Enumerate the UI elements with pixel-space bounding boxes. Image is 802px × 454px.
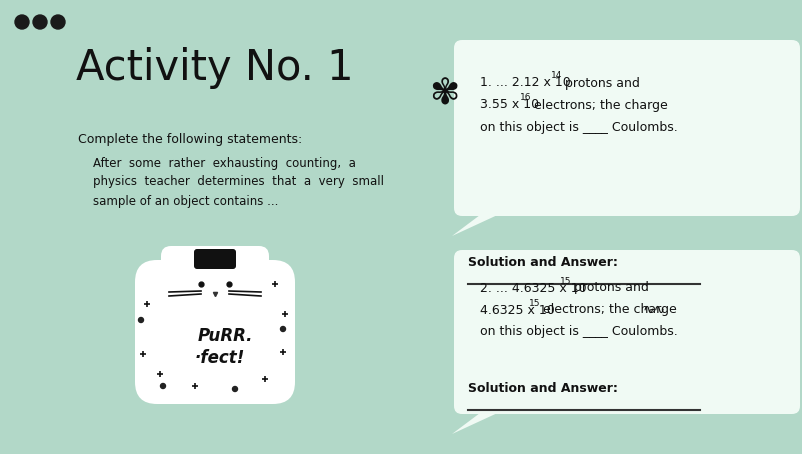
FancyBboxPatch shape: [194, 249, 236, 269]
Text: protons and: protons and: [570, 281, 650, 295]
Circle shape: [233, 386, 237, 391]
Text: 16: 16: [520, 94, 532, 103]
Circle shape: [33, 15, 47, 29]
FancyBboxPatch shape: [454, 250, 800, 414]
Text: electrons; the charge: electrons; the charge: [530, 99, 668, 112]
Text: electrons; the charge: electrons; the charge: [539, 304, 677, 316]
FancyBboxPatch shape: [454, 40, 800, 216]
Text: ✾: ✾: [429, 78, 459, 112]
Text: 14: 14: [552, 71, 563, 80]
Circle shape: [139, 317, 144, 322]
Text: 2. ... 4.6325 x 10: 2. ... 4.6325 x 10: [480, 281, 586, 295]
Circle shape: [51, 15, 65, 29]
Text: Activity No. 1: Activity No. 1: [76, 47, 354, 89]
Text: 1. ... 2.12 x 10: 1. ... 2.12 x 10: [480, 77, 571, 89]
Text: 15: 15: [561, 276, 572, 286]
Text: protons and: protons and: [561, 77, 640, 89]
Text: Solution and Answer:: Solution and Answer:: [468, 381, 618, 395]
FancyBboxPatch shape: [161, 246, 269, 306]
Text: After  some  rather  exhausting  counting,  a: After some rather exhausting counting, a: [78, 157, 356, 169]
Polygon shape: [452, 206, 517, 236]
Text: 4.6325 x 10: 4.6325 x 10: [480, 304, 555, 316]
Text: on this object is ____ Coulombs.: on this object is ____ Coulombs.: [480, 120, 678, 133]
Text: 15: 15: [529, 298, 541, 307]
Text: 3.55 x 10: 3.55 x 10: [480, 99, 539, 112]
Text: on this object is ____ Coulombs.: on this object is ____ Coulombs.: [480, 326, 678, 339]
Text: Solution and Answer:: Solution and Answer:: [468, 256, 618, 268]
Circle shape: [160, 384, 165, 389]
Text: physics  teacher  determines  that  a  very  small: physics teacher determines that a very s…: [78, 176, 384, 188]
FancyBboxPatch shape: [135, 260, 295, 404]
Polygon shape: [452, 404, 517, 434]
Circle shape: [281, 326, 286, 331]
Text: ·fect!: ·fect!: [195, 349, 245, 367]
Text: Complete the following statements:: Complete the following statements:: [78, 133, 302, 147]
Text: PuRR.: PuRR.: [197, 327, 253, 345]
Text: ∿∿: ∿∿: [642, 303, 666, 317]
Circle shape: [15, 15, 29, 29]
Text: sample of an object contains ...: sample of an object contains ...: [78, 194, 278, 207]
